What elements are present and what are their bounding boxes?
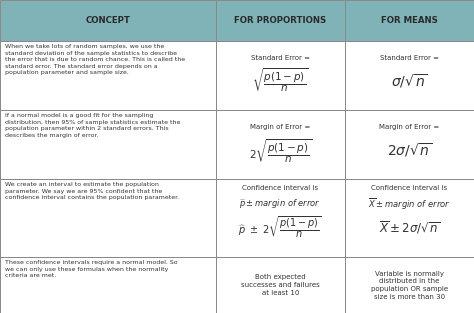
Text: $2\sqrt{\dfrac{p(1-p)}{n}}$: $2\sqrt{\dfrac{p(1-p)}{n}}$ bbox=[249, 137, 312, 166]
Text: $\sqrt{\dfrac{p(1-p)}{n}}$: $\sqrt{\dfrac{p(1-p)}{n}}$ bbox=[252, 67, 309, 95]
Text: Confidence interval is: Confidence interval is bbox=[372, 185, 447, 191]
Text: CONCEPT: CONCEPT bbox=[85, 16, 130, 25]
Bar bbox=[345, 179, 474, 257]
Text: We create an interval to estimate the population
parameter. We say we are 95% co: We create an interval to estimate the po… bbox=[5, 182, 179, 200]
Text: $\widehat{p}\ \pm\ 2\sqrt{\dfrac{p(1-p)}{n}}$: $\widehat{p}\ \pm\ 2\sqrt{\dfrac{p(1-p)}… bbox=[238, 215, 322, 240]
Bar bbox=[216, 110, 345, 179]
Text: $\overline{X} \pm \mathit{margin\ of\ error}$: $\overline{X} \pm \mathit{margin\ of\ er… bbox=[368, 197, 451, 212]
Text: Both expected
successes and failures
at least 10: Both expected successes and failures at … bbox=[241, 275, 320, 296]
Bar bbox=[345, 110, 474, 179]
Bar bbox=[216, 41, 345, 110]
Bar bbox=[0, 257, 216, 313]
Text: Standard Error =: Standard Error = bbox=[380, 54, 439, 61]
Text: Margin of Error =: Margin of Error = bbox=[250, 124, 310, 131]
Text: Confidence interval is: Confidence interval is bbox=[242, 185, 319, 191]
Bar bbox=[216, 179, 345, 257]
Text: Margin of Error =: Margin of Error = bbox=[379, 124, 440, 131]
Bar bbox=[0, 179, 216, 257]
Bar bbox=[345, 0, 474, 41]
Text: When we take lots of random samples, we use the
standard deviation of the sample: When we take lots of random samples, we … bbox=[5, 44, 185, 75]
Text: Standard Error =: Standard Error = bbox=[251, 54, 310, 61]
Bar bbox=[0, 0, 216, 41]
Text: If a normal model is a good fit for the sampling
distribution, then 95% of sampl: If a normal model is a good fit for the … bbox=[5, 113, 180, 137]
Text: Variable is normally
distributed in the
population OR sample
size is more than 3: Variable is normally distributed in the … bbox=[371, 270, 448, 300]
Bar bbox=[0, 41, 216, 110]
Text: $2\mathit{\sigma}/\sqrt{\mathit{n}}$: $2\mathit{\sigma}/\sqrt{\mathit{n}}$ bbox=[387, 141, 432, 159]
Text: FOR MEANS: FOR MEANS bbox=[381, 16, 438, 25]
Bar bbox=[345, 41, 474, 110]
Text: These confidence intervals require a normal model. So
we can only use these form: These confidence intervals require a nor… bbox=[5, 260, 177, 278]
Bar bbox=[216, 257, 345, 313]
Bar bbox=[216, 0, 345, 41]
Text: $\widehat{p} \pm \mathit{margin\ of\ error}$: $\widehat{p} \pm \mathit{margin\ of\ err… bbox=[239, 198, 321, 211]
Text: $\mathit{\sigma}/\sqrt{\mathit{n}}$: $\mathit{\sigma}/\sqrt{\mathit{n}}$ bbox=[391, 73, 428, 90]
Bar bbox=[0, 110, 216, 179]
Bar bbox=[345, 257, 474, 313]
Text: FOR PROPORTIONS: FOR PROPORTIONS bbox=[234, 16, 327, 25]
Text: $\overline{X} \pm 2\mathit{\sigma}/\sqrt{\mathit{n}}$: $\overline{X} \pm 2\mathit{\sigma}/\sqrt… bbox=[379, 219, 440, 236]
